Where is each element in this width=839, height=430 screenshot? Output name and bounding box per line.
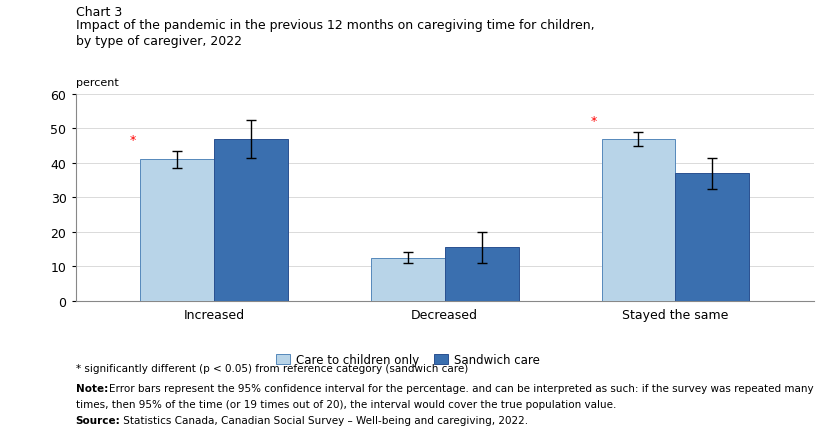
Bar — [214, 139, 288, 301]
Bar — [140, 160, 214, 301]
Text: Error bars represent the 95% confidence interval for the percentage. and can be : Error bars represent the 95% confidence … — [109, 383, 814, 393]
Text: Impact of the pandemic in the previous 12 months on caregiving time for children: Impact of the pandemic in the previous 1… — [76, 19, 594, 32]
Text: * significantly different (p < 0.05) from reference category (sandwich care): * significantly different (p < 0.05) fro… — [76, 363, 468, 373]
Text: by type of caregiver, 2022: by type of caregiver, 2022 — [76, 35, 242, 48]
Text: *: * — [591, 114, 597, 127]
Bar — [675, 174, 749, 301]
Text: Note:: Note: — [76, 383, 107, 393]
Legend: Care to children only, Sandwich care: Care to children only, Sandwich care — [271, 348, 545, 371]
Text: Chart 3: Chart 3 — [76, 6, 122, 19]
Text: times, then 95% of the time (or 19 times out of 20), the interval would cover th: times, then 95% of the time (or 19 times… — [76, 399, 616, 409]
Text: *: * — [129, 133, 136, 146]
Text: Source:: Source: — [76, 415, 120, 425]
Text: Statistics Canada, Canadian Social Survey – Well-being and caregiving, 2022.: Statistics Canada, Canadian Social Surve… — [120, 415, 528, 425]
Bar — [602, 139, 675, 301]
Text: percent: percent — [76, 78, 118, 88]
Bar — [445, 248, 519, 301]
Bar — [371, 258, 445, 301]
